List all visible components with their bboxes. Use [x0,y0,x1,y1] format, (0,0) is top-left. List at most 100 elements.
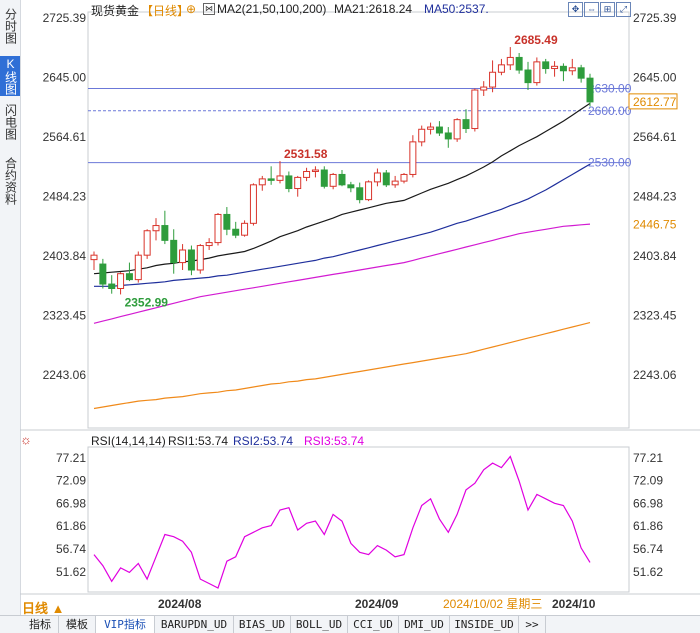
candle-up [533,61,541,84]
candle-down [444,132,452,140]
rsi-line [93,455,591,589]
tab-vip-indicator[interactable]: VIP指标 [96,616,155,633]
candle-up [418,128,426,143]
rsi-axis-label-left: 61.86 [56,519,86,533]
time-label-oct: 2024/10 [552,597,596,611]
price-axis-label-right: 2564.61 [633,130,677,144]
price-axis-label-right: 2323.45 [633,309,677,323]
indicator-tabs: 指标 模板 VIP指标 BARUPDN_UD BIAS_UD BOLL_UD C… [0,615,700,633]
time-label-sep: 2024/09 [355,597,399,611]
candle-up [214,213,222,244]
candle-up [551,65,559,70]
candle-down [285,175,293,190]
rsi-axis-label-right: 77.21 [633,451,663,465]
tab-template[interactable]: 模板 [59,616,96,633]
candle-up [249,184,257,224]
tab-boll[interactable]: BOLL_UD [291,616,348,633]
tab-cci[interactable]: CCI_UD [348,616,399,633]
tab-inside[interactable]: INSIDE_UD [450,616,519,633]
candle-down [161,225,169,241]
candle-up [152,225,160,232]
rsi1-value: RSI1:53.74 [168,434,229,448]
level-label: 2600.00 [588,104,632,118]
time-label-aug: 2024/08 [158,597,202,611]
candle-up [179,249,187,264]
rsi-axis-label-left: 66.98 [56,496,86,510]
tab-flash-chart[interactable]: 闪电图 [3,104,18,140]
candle-down [382,172,390,186]
candle-up [329,173,337,187]
candle-up [143,230,151,256]
candle-up [134,254,142,281]
candle-down [524,69,532,84]
candle-up [294,176,302,190]
ma-label: MA2(21,50,100,200) [217,2,327,16]
candle-down [125,273,133,281]
settings-icon[interactable]: ⊕ [186,2,197,16]
candle-down [170,239,178,264]
candle-up [480,86,488,91]
tab-bias[interactable]: BIAS_UD [234,616,291,633]
candle-up [506,56,514,66]
candle-up [489,71,497,88]
tab-indicator[interactable]: 指标 [22,616,59,633]
tab-dmi[interactable]: DMI_UD [399,616,450,633]
price-axis-label-right: 2484.23 [633,189,677,203]
layout-icon[interactable]: ⊞ [600,2,615,17]
price-axis-label-right: 2725.39 [633,11,677,25]
candle-down [108,283,116,290]
level-label: 2630.00 [588,82,632,96]
price-axis-label-left: 2725.39 [43,11,87,25]
current-price-marker: 2612.77 [633,95,677,109]
rsi-axis-label-right: 72.09 [633,474,663,488]
rsi-label: RSI(14,14,14) [91,434,166,448]
candle-down [542,61,550,70]
rsi-axis-label-left: 77.21 [56,451,86,465]
ma50-value: MA50:2537. [424,2,489,16]
mid-high-annotation: 2531.58 [284,147,328,161]
candle-up [568,67,576,72]
tab-more[interactable]: >> [519,616,546,633]
rsi-axis-label-right: 51.62 [633,565,663,579]
time-label-cursor: 2024/10/02 星期三 [443,597,542,611]
timeframe-button[interactable]: 日线 ▲ [22,601,65,616]
rsi2-value: RSI2:53.74 [233,434,294,448]
candle-down [559,65,567,72]
price-axis-label-right: 2645.00 [633,70,677,84]
price-axis-label-left: 2564.61 [43,130,87,144]
candle-up [427,126,435,130]
ma100-line [93,223,591,324]
candle-up [373,172,381,183]
candle-down [320,169,328,187]
sun-icon[interactable]: ☼ [20,432,32,447]
candle-up [196,245,204,271]
candle-up [365,181,373,201]
move-icon[interactable]: ✥ [568,2,583,17]
candle-down [435,126,443,134]
rsi3-value: RSI3:53.74 [304,434,365,448]
price-axis-label-left: 2243.06 [43,368,87,382]
candle-up [471,89,479,130]
drag-icon[interactable]: ⇔ [584,2,599,17]
tab-barupdn[interactable]: BARUPDN_UD [155,616,234,633]
candle-up [311,169,319,172]
tab-kline[interactable]: K线图 [0,56,20,96]
candle-down [232,228,240,236]
price-axis-label-left: 2484.23 [43,189,87,203]
current-price-box [628,93,678,110]
ma21-value: MA21:2618.24 [334,2,413,16]
fullscreen-icon[interactable]: ⤢ [616,2,631,17]
candle-down [347,184,355,189]
tab-contract-info[interactable]: 合约资料 [3,157,18,205]
candle-down [187,249,195,271]
ma21-line [93,102,591,275]
price-axis-label-left: 2323.45 [43,309,87,323]
rsi-axis-label-left: 72.09 [56,474,86,488]
candle-up [409,141,417,175]
price-chart[interactable]: 2725.39 2725.39 2645.00 2645.00 2564.61 2564.… [0,0,700,615]
tab-timeshare[interactable]: 分时图 [3,8,18,44]
sidebar: 分时图 K线图 闪电图 合约资料 [0,0,21,615]
price-axis-label-left: 2403.84 [43,249,87,263]
ma-toggle-icon[interactable]: ⋈ [203,3,215,15]
candle-up [241,222,249,236]
